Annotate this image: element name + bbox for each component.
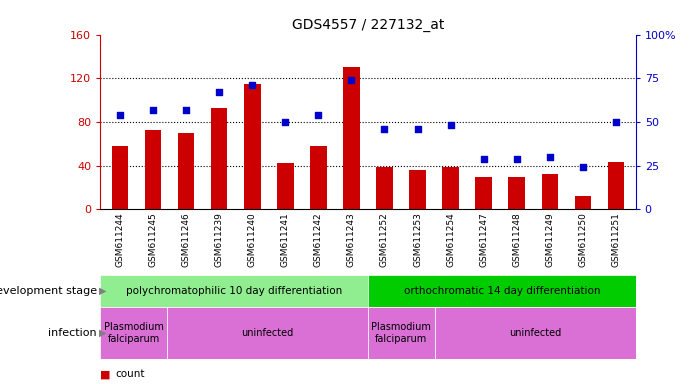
Text: orthochromatic 14 day differentiation: orthochromatic 14 day differentiation [404,286,600,296]
Text: Plasmodium
falciparum: Plasmodium falciparum [372,322,431,344]
Point [148,107,159,113]
Bar [368,275,636,307]
Text: uninfected: uninfected [509,328,561,338]
Bar [100,307,167,359]
Point [115,112,126,118]
Text: ▶: ▶ [99,328,106,338]
Bar [112,146,129,209]
Bar [409,170,426,209]
Text: GSM611239: GSM611239 [215,213,224,267]
Bar [574,196,591,209]
Bar [167,307,368,359]
Bar [509,177,525,209]
Bar [376,167,392,209]
Text: polychromatophilic 10 day differentiation: polychromatophilic 10 day differentiatio… [126,286,342,296]
Point [445,122,456,129]
Point [511,156,522,162]
Point [280,119,291,125]
Point [214,89,225,95]
Bar [368,307,435,359]
Point [478,156,489,162]
Point [545,154,556,160]
Bar [475,177,492,209]
Point [379,126,390,132]
Text: GSM611240: GSM611240 [248,213,257,267]
Bar [310,146,327,209]
Text: GSM611243: GSM611243 [347,213,356,267]
Text: GSM611254: GSM611254 [446,213,455,267]
Bar [211,108,227,209]
Text: GSM611248: GSM611248 [512,213,521,267]
Text: GSM611250: GSM611250 [578,213,587,267]
Point [346,77,357,83]
Text: GSM611241: GSM611241 [281,213,290,267]
Text: development stage: development stage [0,286,97,296]
Title: GDS4557 / 227132_at: GDS4557 / 227132_at [292,18,444,32]
Point [610,119,621,125]
Bar [442,167,459,209]
Text: GSM611244: GSM611244 [115,213,124,267]
Bar [244,84,261,209]
Text: ▶: ▶ [99,286,106,296]
Text: Plasmodium
falciparum: Plasmodium falciparum [104,322,164,344]
Text: GSM611246: GSM611246 [182,213,191,267]
Text: count: count [115,369,145,379]
Text: GSM611245: GSM611245 [149,213,158,267]
Text: GSM611251: GSM611251 [612,213,621,267]
Point [412,126,423,132]
Text: GSM611242: GSM611242 [314,213,323,267]
Bar [542,174,558,209]
Text: GSM611253: GSM611253 [413,213,422,267]
Bar [100,275,368,307]
Point [313,112,324,118]
Bar [178,133,194,209]
Text: uninfected: uninfected [241,328,294,338]
Bar [277,164,294,209]
Text: GSM611249: GSM611249 [545,213,554,267]
Point [577,164,588,170]
Point [247,82,258,88]
Point [180,107,191,113]
Bar [435,307,636,359]
Bar [343,67,360,209]
Text: infection: infection [48,328,97,338]
Text: GSM611247: GSM611247 [479,213,488,267]
Text: GSM611252: GSM611252 [380,213,389,267]
Bar [607,162,624,209]
Text: ■: ■ [100,369,111,379]
Bar [145,129,162,209]
